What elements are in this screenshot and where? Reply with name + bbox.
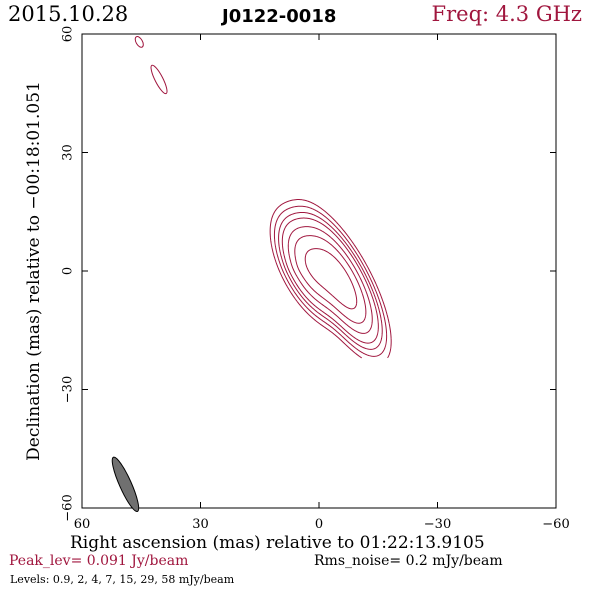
contour-level-7 bbox=[304, 248, 358, 310]
x-tick-label: 60 bbox=[74, 517, 91, 532]
observation-date: 2015.10.28 bbox=[8, 2, 129, 26]
x-tick-label: 30 bbox=[192, 517, 209, 532]
beam-ellipse bbox=[111, 456, 140, 512]
y-axis-label: Declination (mas) relative to −00:18:01.… bbox=[24, 81, 44, 461]
frequency-label: Freq: 4.3 GHz bbox=[431, 2, 582, 26]
y-tick-label: 60 bbox=[61, 26, 76, 43]
y-tick-label: −60 bbox=[61, 494, 76, 521]
contour-level-2 bbox=[273, 205, 388, 357]
axis-ticks bbox=[81, 33, 557, 509]
tick-labels: 60 30 0 −30 −60 −60 −30 0 30 60 bbox=[61, 26, 570, 532]
contour-level-5 bbox=[287, 226, 373, 334]
contours bbox=[134, 36, 392, 359]
x-tick-label: 0 bbox=[315, 517, 323, 532]
beam bbox=[111, 456, 140, 512]
peak-level: Peak_lev= 0.091 Jy/beam bbox=[9, 553, 189, 569]
x-axis-label: Right ascension (mas) relative to 01:22:… bbox=[70, 533, 485, 553]
x-tick-label: −30 bbox=[424, 517, 451, 532]
contour-level-3 bbox=[278, 211, 383, 350]
source-name: J0122-0018 bbox=[222, 6, 337, 27]
y-tick-label: 30 bbox=[61, 144, 76, 161]
x-tick-label: −60 bbox=[542, 517, 569, 532]
y-tick-label: −30 bbox=[61, 376, 76, 403]
contour-level-4 bbox=[281, 217, 379, 344]
contour-level-1 bbox=[269, 199, 392, 359]
contour-level-6 bbox=[294, 235, 367, 324]
isolated-contour bbox=[134, 36, 144, 48]
contour-levels: Levels: 0.9, 2, 4, 7, 15, 29, 58 mJy/bea… bbox=[10, 573, 235, 586]
y-tick-label: 0 bbox=[61, 267, 76, 275]
isolated-contour bbox=[150, 64, 168, 95]
rms-noise: Rms_noise= 0.2 mJy/beam bbox=[314, 553, 503, 569]
plot-frame bbox=[81, 33, 557, 509]
